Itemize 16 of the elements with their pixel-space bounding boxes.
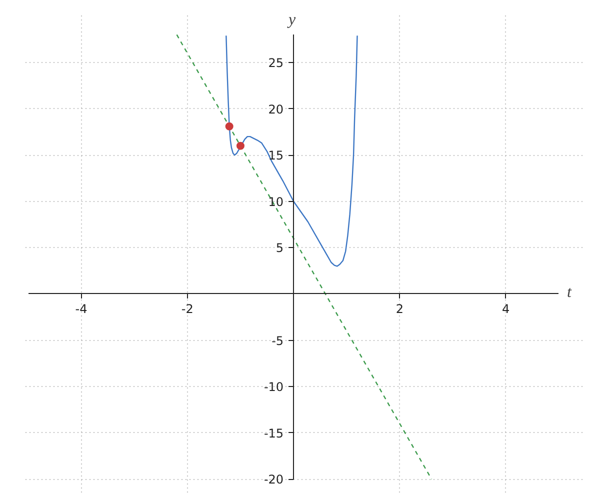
x-tick-label: 2: [396, 302, 404, 316]
x-tick-label: -2: [181, 302, 194, 316]
x-tick-label: 4: [502, 302, 510, 316]
y-tick-label: -15: [264, 426, 284, 440]
line-series: [226, 35, 358, 267]
y-tick-label: 15: [268, 148, 284, 163]
x-tick-label: -4: [75, 302, 88, 316]
y-tick-label: 20: [268, 102, 284, 116]
y-axis-title: y: [286, 12, 297, 29]
y-tick-label: 25: [268, 56, 284, 70]
y-tick-label: -20: [264, 472, 284, 487]
x-axis-title: t: [566, 284, 572, 301]
y-tick-label: -5: [272, 334, 284, 348]
y-tick-label: -10: [264, 380, 284, 394]
y-tick-label: 10: [268, 194, 284, 209]
y-tick-label: 5: [276, 241, 284, 256]
